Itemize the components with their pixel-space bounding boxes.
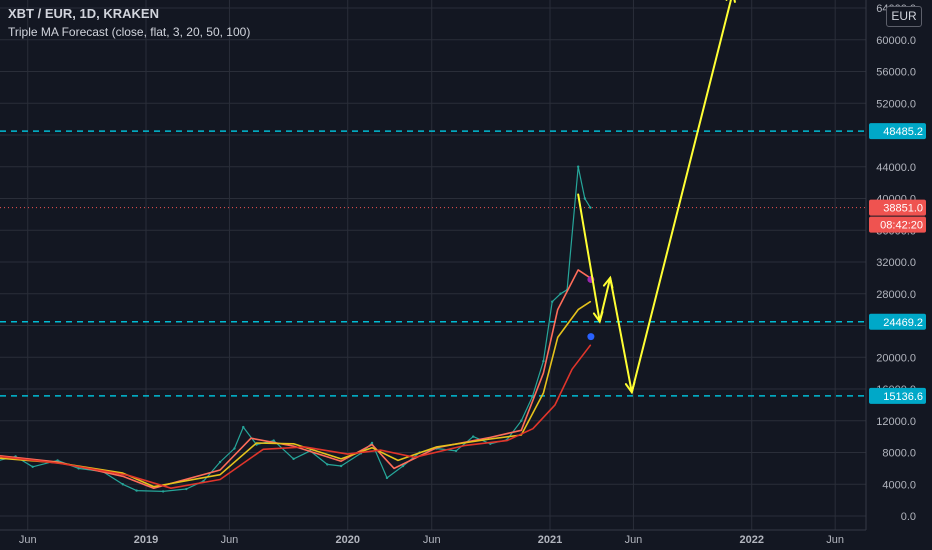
level-badge-bg (869, 387, 926, 404)
price-point (589, 206, 592, 209)
price-point (218, 460, 222, 464)
x-tick-label: 2022 (739, 534, 763, 546)
price-line (0, 166, 591, 492)
x-tick-label: 2020 (335, 534, 359, 546)
chart-series (0, 165, 592, 493)
price-point (31, 465, 34, 468)
x-tick-label: 2019 (134, 534, 158, 546)
y-tick-label: 60000.0 (876, 35, 916, 47)
level-badge: 15136.6 (883, 391, 923, 403)
forecast-arrowhead (624, 381, 636, 395)
y-tick-label: 0.0 (901, 511, 916, 523)
x-tick-label: Jun (423, 534, 441, 546)
forecast-line[interactable] (577, 0, 733, 394)
price-point (242, 425, 245, 429)
x-tick-label: Jun (826, 534, 844, 546)
forecast-marker (587, 333, 595, 341)
currency-button[interactable]: EUR (886, 6, 922, 27)
level-badge: 24469.2 (883, 317, 923, 329)
y-tick-label: 20000.0 (876, 352, 916, 364)
price-point (385, 476, 389, 480)
last-price-badge: 38851.0 (883, 203, 923, 215)
price-point (272, 439, 275, 442)
price-point (339, 464, 343, 468)
price-point (401, 464, 405, 468)
price-point (135, 489, 138, 492)
price-point (161, 490, 165, 493)
price-point (520, 419, 523, 422)
y-tick-label: 52000.0 (876, 98, 916, 110)
forecast-arrowhead (592, 310, 604, 324)
x-tick-label: Jun (221, 534, 239, 546)
x-tick-label: 2021 (538, 534, 562, 546)
price-badges: 48485.2 24469.2 15136.6 38851.0 08:42:20 (869, 123, 926, 404)
price-point (233, 447, 236, 450)
chart-grid (0, 0, 866, 530)
forecast-drawing[interactable] (577, 0, 736, 395)
price-point (583, 197, 587, 200)
y-tick-label: 32000.0 (876, 257, 916, 269)
price-point (292, 457, 295, 461)
ma_fast-line (0, 269, 592, 490)
price-point (542, 360, 545, 363)
price-point (471, 435, 475, 438)
price-point (326, 463, 329, 466)
y-tick-label: 4000.0 (882, 479, 916, 491)
horizontal-levels[interactable] (0, 130, 866, 397)
forecast-arrowhead (602, 275, 614, 289)
ma_slow-line (0, 344, 592, 490)
chart-axes: 0.04000.08000.012000.016000.020000.02400… (0, 0, 916, 546)
y-tick-label: 56000.0 (876, 67, 916, 79)
last-price-badge-bg (869, 199, 926, 216)
price-point (551, 300, 554, 303)
y-tick-label: 12000.0 (876, 416, 916, 428)
x-tick-label: Jun (625, 534, 643, 546)
symbol-title[interactable]: XBT / EUR, 1D, KRAKEN (8, 6, 159, 21)
x-tick-label: Jun (19, 534, 37, 546)
countdown-badge: 08:42:20 (880, 220, 923, 232)
price-point (576, 165, 580, 168)
level-badge-bg (869, 123, 926, 140)
y-tick-label: 8000.0 (882, 448, 916, 460)
y-tick-label: 28000.0 (876, 289, 916, 301)
price-point (121, 483, 124, 486)
ma_mid-line (0, 300, 592, 488)
price-point (77, 467, 80, 470)
level-badge-bg (869, 313, 926, 330)
price-point (185, 487, 188, 491)
price-point (559, 292, 562, 295)
price-point (454, 449, 458, 453)
y-tick-label: 44000.0 (876, 162, 916, 174)
price-point (531, 395, 534, 399)
countdown-badge-bg (869, 216, 926, 233)
indicator-legend[interactable]: Triple MA Forecast (close, flat, 3, 20, … (8, 25, 251, 39)
price-point (370, 441, 374, 445)
price-point (56, 459, 59, 462)
level-badge: 48485.2 (883, 126, 923, 138)
